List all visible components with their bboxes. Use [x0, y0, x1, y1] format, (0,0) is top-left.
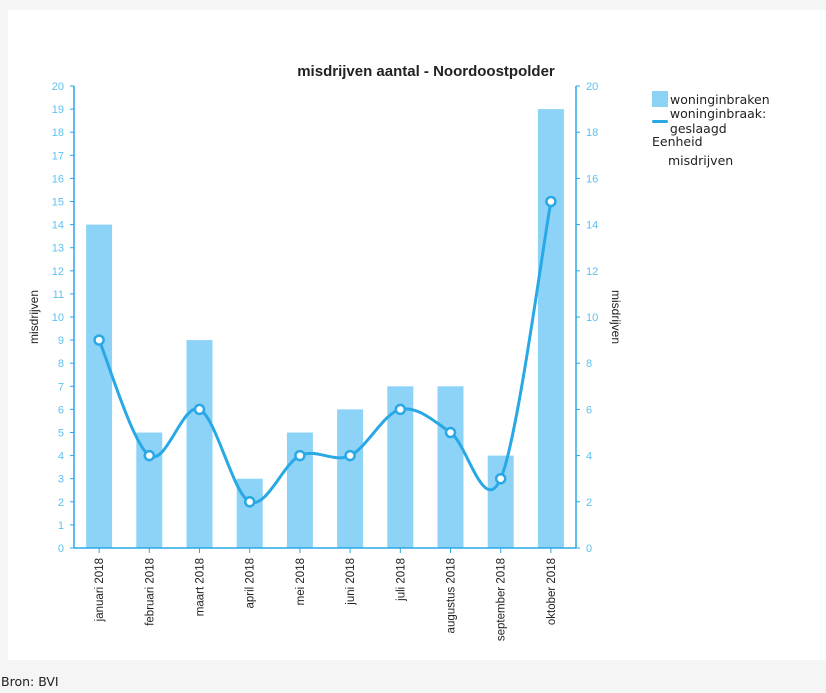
x-tick-label: juli 2018 [395, 558, 407, 602]
x-tick-label: mei 2018 [295, 558, 307, 605]
legend-unit-title: Eenheid [652, 134, 703, 149]
left-tick-label: 13 [52, 243, 64, 255]
left-tick-label: 16 [52, 173, 64, 185]
right-tick-label: 16 [586, 173, 598, 185]
right-tick-label: 2 [586, 497, 592, 509]
right-tick-label: 10 [586, 312, 598, 324]
legend-swatch-bar [652, 91, 668, 107]
left-tick-label: 0 [58, 543, 64, 555]
left-tick-label: 5 [58, 428, 64, 440]
left-tick-label: 2 [58, 497, 64, 509]
right-axis-title: misdrijven [609, 290, 623, 344]
right-tick-label: 4 [586, 451, 592, 463]
left-tick-label: 14 [52, 220, 64, 232]
line-point [394, 403, 407, 416]
chart-title: misdrijven aantal - Noordoostpolder [297, 63, 555, 80]
left-tick-label: 15 [52, 197, 64, 209]
line-point [444, 426, 457, 439]
x-tick-label: maart 2018 [195, 558, 207, 616]
left-tick-label: 20 [52, 81, 64, 93]
bar [186, 340, 213, 548]
line-point [294, 449, 306, 462]
left-axis-title: misdrijven [27, 290, 41, 344]
left-tick-label: 1 [58, 520, 64, 532]
right-tick-label: 6 [586, 404, 592, 416]
left-tick-label: 18 [52, 127, 64, 139]
legend: woninginbraken woninginbraak: geslaagd E… [652, 88, 826, 168]
left-tick-label: 4 [58, 451, 64, 463]
line-point [193, 403, 206, 416]
left-tick-label: 11 [53, 289, 64, 301]
line-point [143, 449, 156, 462]
legend-item-geslaagd[interactable]: woninginbraak: geslaagd [652, 106, 826, 136]
line-point [545, 195, 557, 208]
legend-label: woninginbraak: geslaagd [669, 106, 767, 136]
legend-label: woninginbraken [670, 91, 770, 107]
line-point [93, 334, 105, 346]
left-tick-label: 3 [58, 474, 64, 486]
right-tick-label: 14 [586, 220, 598, 232]
left-tick-label: 6 [58, 404, 64, 416]
line-point [243, 496, 256, 508]
bar [487, 455, 514, 548]
bar [537, 109, 564, 548]
legend-item-woninginbraken[interactable]: woninginbraken [652, 88, 826, 110]
bar [286, 432, 313, 548]
left-tick-label: 17 [52, 150, 64, 162]
left-tick-label: 7 [58, 381, 64, 393]
bar [86, 224, 113, 548]
right-tick-label: 18 [586, 127, 598, 139]
left-tick-label: 19 [52, 104, 64, 116]
x-tick-label: september 2018 [496, 558, 508, 641]
x-tick-label: januari 2018 [94, 558, 106, 622]
right-tick-label: 20 [586, 81, 598, 93]
x-tick-label: april 2018 [245, 558, 257, 609]
line-point [344, 449, 356, 462]
bar [437, 386, 464, 548]
right-tick-label: 8 [586, 358, 592, 370]
bar [337, 409, 364, 548]
left-tick-label: 10 [52, 312, 64, 324]
legend-swatch-line [652, 119, 668, 123]
x-tick-label: oktober 2018 [546, 558, 558, 625]
x-tick-label: februari 2018 [144, 558, 156, 626]
source-note: Bron: BVI [1, 674, 59, 689]
x-tick-label: juni 2018 [345, 558, 357, 606]
left-tick-label: 9 [58, 335, 64, 347]
legend-unit-value: misdrijven [668, 153, 734, 168]
right-tick-label: 12 [586, 266, 598, 278]
left-tick-label: 8 [58, 358, 64, 370]
line-point [494, 472, 507, 485]
bar [136, 432, 163, 548]
left-tick-label: 12 [52, 266, 64, 278]
right-tick-label: 0 [586, 543, 592, 555]
x-tick-label: augustus 2018 [446, 558, 458, 633]
